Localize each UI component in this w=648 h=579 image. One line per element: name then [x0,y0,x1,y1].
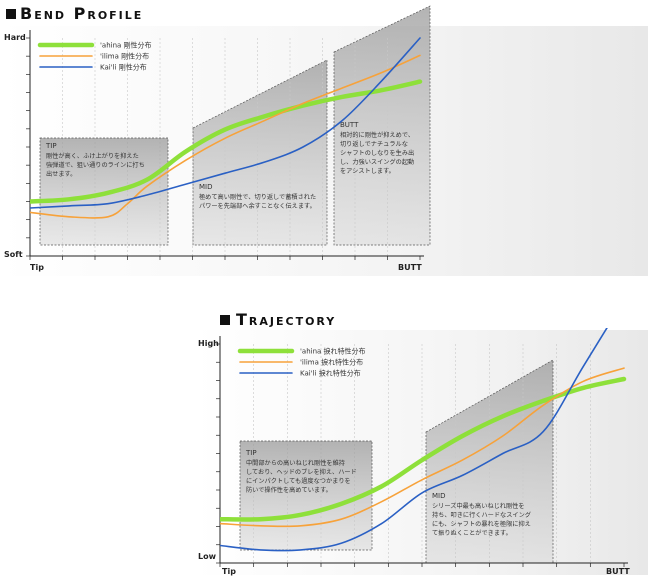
legend: 'ahina 捩れ特性分布 'ilima 捩れ特性分布 Kai'li 捩れ特性分布 [237,347,366,378]
annotation-text: て振りぬくことができます。 [432,529,512,537]
annotation-text: シリーズ中最も高いねじれ剛性を [432,502,525,510]
legend-label: 'ilima 捩れ特性分布 [300,358,363,367]
series-layer [220,328,627,552]
annotation-mid: MID 極めて高い剛性で、切り返しで蓄積されたパワーを先端部へ余すことなく伝えます… [199,183,316,210]
legend-label: 'ahina 捩れ特性分布 [300,347,366,356]
note-layer: TIP 中間部からの高いねじれ剛性を維持しており、ヘッドのブレを抑え、ハードにイン… [239,440,531,551]
bend-profile-svg: Bend Profile Hard Soft Tip BUTT TIP 剛性が高く… [0,4,648,276]
title-square-icon [6,9,16,19]
x-left-label: Tip [30,263,44,272]
series-line-3 [220,328,608,552]
annotation-text: 出せます。 [46,170,76,178]
annotation-text: 極めて高い剛性で、切り返しで蓄積された [199,193,316,201]
annotation-label: TIP [245,449,257,457]
shaded-zone-2 [333,5,431,246]
chart-title: Trajectory [236,310,336,329]
y-bottom-label: Low [198,552,217,561]
series-layer [30,37,423,219]
annotation-text: 切り返しでナチュラルな [340,141,408,148]
annotation-text: シャフトのしなりを生み出 [340,149,414,157]
annotation-text: 防いで操作性を高めています。 [246,486,332,494]
annotation-text: し、力強いスイングの起動 [340,158,414,166]
legend-label: 'ahina 剛性分布 [100,41,152,50]
trajectory-chart: Trajectory High Low Tip BUTT TIP 中間部からの高い… [196,300,648,579]
annotation-label: BUTT [340,121,359,129]
axes-layer [26,30,424,260]
title-square-icon [220,315,230,325]
chart-title: Bend Profile [20,4,143,23]
x-right-label: BUTT [606,567,630,576]
annotation-text: 強弾道で、狙い通りのラインに打ち [46,161,145,169]
series-line-1 [30,79,423,204]
series-line-3 [30,37,421,209]
annotation-text: パワーを先端部へ余すことなく伝えます。 [199,202,316,210]
annotation-text: 中間部からの高いねじれ剛性を維持 [246,459,345,467]
annotation-tip: TIP 中間部からの高いねじれ剛性を維持しており、ヘッドのブレを抑え、ハードにイン… [239,440,373,551]
annotation-label: MID [199,183,213,191]
annotation-box [239,440,373,551]
legend-label: Kai'li 捩れ特性分布 [300,369,361,378]
annotation-label: TIP [45,142,57,150]
annotation-mid: MID シリーズ中最も高いねじれ剛性を持ち、叩きに行くハードなスイングにも、シャフ… [432,492,531,537]
y-top-label: Hard [4,33,26,42]
legend-label: Kai'li 剛性分布 [100,63,147,72]
series-line-2 [220,367,625,528]
x-right-label: BUTT [398,263,422,272]
annotation-butt: BUTT 相対的に剛性が抑えめで、切り返しでナチュラルなシャフトのしなりを生み出し… [340,121,414,175]
legend: 'ahina 剛性分布 'ilima 剛性分布 Kai'li 剛性分布 [37,41,152,72]
annotation-text: しており、ヘッドのブレを抑え、ハード [246,468,357,476]
grid-layer [253,344,591,563]
annotation-text: 剛性が高く、ふけ上がりを抑えた [46,152,139,160]
series-line-2 [30,54,421,219]
annotation-text: 持ち、叩きに行くハードなスイング [432,511,531,519]
annotation-text: にも、シャフトの暴れを極限に抑え [432,520,531,528]
y-bottom-label: Soft [4,250,23,259]
axes-layer [216,336,628,567]
y-top-label: High [198,339,219,348]
x-left-label: Tip [222,567,236,576]
legend-label: 'ilima 剛性分布 [100,52,149,61]
trajectory-svg: Trajectory High Low Tip BUTT TIP 中間部からの高い… [196,310,648,576]
annotation-text: にインパクトしても過度なつかまりを [246,477,351,485]
annotation-text: 相対的に剛性が抑えめで、 [340,131,414,139]
bend-profile-chart: Bend Profile Hard Soft Tip BUTT TIP 剛性が高く… [0,0,648,280]
annotation-text: をアシストします。 [340,168,395,175]
annotation-label: MID [432,492,446,500]
